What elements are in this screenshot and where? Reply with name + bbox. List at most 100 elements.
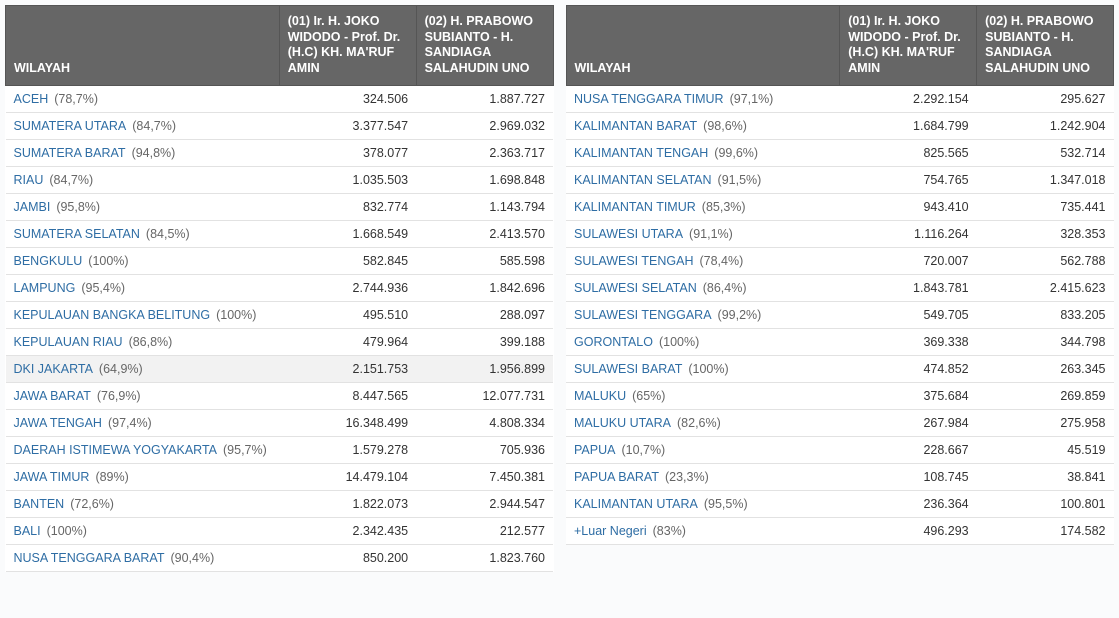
wilayah-pct: (99,2%) [718,308,762,322]
cand2-value: 1.956.899 [416,355,553,382]
wilayah-pct: (94,8%) [132,146,176,160]
cand1-value: 3.377.547 [279,112,416,139]
wilayah-link[interactable]: PAPUA [574,443,615,457]
cand1-value: 1.579.278 [279,436,416,463]
cand1-value: 549.705 [840,301,977,328]
wilayah-link[interactable]: +Luar Negeri [574,524,647,538]
wilayah-link[interactable]: JAWA TIMUR [14,470,90,484]
wilayah-pct: (100%) [47,524,87,538]
wilayah-link[interactable]: BENGKULU [14,254,83,268]
wilayah-link[interactable]: BALI [14,524,41,538]
wilayah-pct: (64,9%) [99,362,143,376]
wilayah-link[interactable]: NUSA TENGGARA TIMUR [574,92,724,106]
wilayah-pct: (65%) [632,389,665,403]
table-row: JAWA TENGAH(97,4%)16.348.4994.808.334 [6,409,554,436]
wilayah-pct: (100%) [688,362,728,376]
wilayah-pct: (82,6%) [677,416,721,430]
right-column: WILAYAH (01) Ir. H. JOKO WIDODO - Prof. … [566,5,1115,545]
cand2-value: 1.887.727 [416,85,553,112]
wilayah-cell: KALIMANTAN TIMUR(85,3%) [566,193,840,220]
table-row: KEPULAUAN RIAU(86,8%)479.964399.188 [6,328,554,355]
wilayah-link[interactable]: KALIMANTAN BARAT [574,119,697,133]
left-column: WILAYAH (01) Ir. H. JOKO WIDODO - Prof. … [5,5,554,572]
wilayah-link[interactable]: KEPULAUAN BANGKA BELITUNG [14,308,211,322]
wilayah-link[interactable]: SULAWESI BARAT [574,362,682,376]
cand1-value: 1.843.781 [840,274,977,301]
cand2-value: 735.441 [977,193,1114,220]
table-row: KALIMANTAN UTARA(95,5%)236.364100.801 [566,490,1114,517]
wilayah-pct: (97,4%) [108,416,152,430]
wilayah-cell: SULAWESI UTARA (91,1%) [566,220,840,247]
table-row: BANTEN(72,6%)1.822.0732.944.547 [6,490,554,517]
table-row: MALUKU UTARA(82,6%)267.984275.958 [566,409,1114,436]
wilayah-cell: MALUKU (65%) [566,382,840,409]
cand1-value: 495.510 [279,301,416,328]
wilayah-pct: (84,5%) [146,227,190,241]
wilayah-link[interactable]: ACEH [14,92,49,106]
wilayah-link[interactable]: BANTEN [14,497,65,511]
wilayah-pct: (78,7%) [54,92,98,106]
wilayah-link[interactable]: KALIMANTAN TIMUR [574,200,696,214]
table-row: RIAU(84,7%)1.035.5031.698.848 [6,166,554,193]
results-table-left: WILAYAH (01) Ir. H. JOKO WIDODO - Prof. … [5,5,554,572]
table-row: PAPUA BARAT(23,3%)108.74538.841 [566,463,1114,490]
table-row: KALIMANTAN TENGAH(99,6%)825.565532.714 [566,139,1114,166]
wilayah-cell: KALIMANTAN BARAT(98,6%) [566,112,840,139]
header-cand1: (01) Ir. H. JOKO WIDODO - Prof. Dr. (H.C… [279,6,416,86]
table-row: KEPULAUAN BANGKA BELITUNG(100%)495.51028… [6,301,554,328]
wilayah-link[interactable]: SUMATERA SELATAN [14,227,140,241]
cand2-value: 269.859 [977,382,1114,409]
wilayah-cell: KALIMANTAN TENGAH(99,6%) [566,139,840,166]
cand2-value: 12.077.731 [416,382,553,409]
wilayah-cell: JAWA BARAT (76,9%) [6,382,280,409]
results-table-right: WILAYAH (01) Ir. H. JOKO WIDODO - Prof. … [566,5,1115,545]
cand1-value: 474.852 [840,355,977,382]
wilayah-link[interactable]: SUMATERA BARAT [14,146,126,160]
wilayah-link[interactable]: KALIMANTAN TENGAH [574,146,708,160]
table-row: SULAWESI BARAT(100%)474.852263.345 [566,355,1114,382]
cand2-value: 100.801 [977,490,1114,517]
wilayah-link[interactable]: SUMATERA UTARA [14,119,127,133]
cand2-value: 328.353 [977,220,1114,247]
cand2-value: 705.936 [416,436,553,463]
cand1-value: 8.447.565 [279,382,416,409]
wilayah-link[interactable]: MALUKU UTARA [574,416,671,430]
wilayah-link[interactable]: PAPUA BARAT [574,470,659,484]
header-row: WILAYAH (01) Ir. H. JOKO WIDODO - Prof. … [566,6,1114,86]
header-row: WILAYAH (01) Ir. H. JOKO WIDODO - Prof. … [6,6,554,86]
wilayah-link[interactable]: SULAWESI UTARA [574,227,683,241]
wilayah-cell: PAPUA BARAT(23,3%) [566,463,840,490]
wilayah-link[interactable]: JAWA TENGAH [14,416,102,430]
cand2-value: 532.714 [977,139,1114,166]
table-row: JAMBI(95,8%)832.7741.143.794 [6,193,554,220]
cand2-value: 2.413.570 [416,220,553,247]
cand1-value: 2.342.435 [279,517,416,544]
wilayah-link[interactable]: SULAWESI SELATAN [574,281,697,295]
wilayah-link[interactable]: KALIMANTAN UTARA [574,497,698,511]
table-row: PAPUA(10,7%)228.66745.519 [566,436,1114,463]
wilayah-link[interactable]: LAMPUNG [14,281,76,295]
table-row: NUSA TENGGARA TIMUR(97,1%)2.292.154295.6… [566,85,1114,112]
wilayah-link[interactable]: MALUKU [574,389,626,403]
wilayah-link[interactable]: JAWA BARAT [14,389,91,403]
wilayah-link[interactable]: SULAWESI TENGGARA [574,308,712,322]
cand2-value: 275.958 [977,409,1114,436]
wilayah-link[interactable]: KEPULAUAN RIAU [14,335,123,349]
wilayah-pct: (95,4%) [81,281,125,295]
wilayah-link[interactable]: JAMBI [14,200,51,214]
wilayah-link[interactable]: SULAWESI TENGAH [574,254,693,268]
wilayah-link[interactable]: RIAU [14,173,44,187]
wilayah-cell: KEPULAUAN BANGKA BELITUNG(100%) [6,301,280,328]
wilayah-pct: (91,1%) [689,227,733,241]
wilayah-cell: ACEH (78,7%) [6,85,280,112]
wilayah-cell: DAERAH ISTIMEWA YOGYAKARTA(95,7%) [6,436,280,463]
wilayah-pct: (76,9%) [97,389,141,403]
cand2-value: 585.598 [416,247,553,274]
wilayah-link[interactable]: DAERAH ISTIMEWA YOGYAKARTA [14,443,218,457]
wilayah-link[interactable]: KALIMANTAN SELATAN [574,173,712,187]
cand2-value: 833.205 [977,301,1114,328]
wilayah-link[interactable]: DKI JAKARTA [14,362,93,376]
wilayah-link[interactable]: GORONTALO [574,335,653,349]
table-row: SUMATERA BARAT(94,8%)378.0772.363.717 [6,139,554,166]
wilayah-link[interactable]: NUSA TENGGARA BARAT [14,551,165,565]
